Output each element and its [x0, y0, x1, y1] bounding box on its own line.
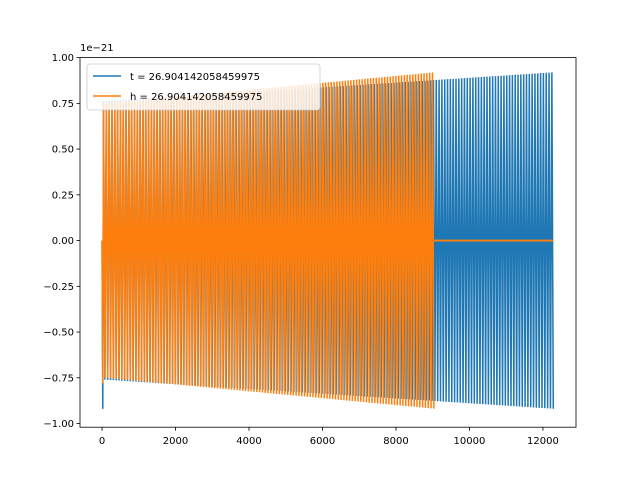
- plot-frame: [79, 57, 577, 428]
- legend-entry-label: h = 26.904142058459975: [130, 92, 262, 103]
- x-axis: 0 2000 4000 6000 8000 10000 12000: [99, 427, 559, 447]
- y-tick-label: 1.00: [52, 53, 74, 64]
- x-tick-label: 10000: [454, 436, 486, 447]
- y-tick-label: −0.75: [43, 373, 74, 384]
- y-tick-label: 0.75: [52, 99, 74, 110]
- y-tick-label: −0.25: [43, 282, 74, 293]
- x-tick-label: 8000: [383, 436, 408, 447]
- y-tick-label: −1.00: [43, 419, 74, 430]
- y-tick-label: 0.25: [52, 190, 74, 201]
- y-tick-label: 0.50: [52, 145, 74, 156]
- x-tick-label: 2000: [163, 436, 188, 447]
- series-layer: [101, 72, 555, 409]
- legend: t = 26.904142058459975 h = 26.90414205845…: [86, 63, 321, 111]
- y-offset-label: 1e−21: [80, 43, 114, 54]
- y-axis: −1.00 −0.75 −0.50 −0.25 0.00 0.25 0.50 0.75 1.00: [43, 53, 80, 430]
- y-tick-label: 0.00: [52, 236, 74, 247]
- x-tick-label: 12000: [527, 436, 559, 447]
- legend-box: [86, 63, 321, 111]
- x-tick-label: 0: [99, 436, 105, 447]
- x-tick-label: 4000: [236, 436, 261, 447]
- legend-entry-label: t = 26.904142058459975: [130, 72, 260, 83]
- x-tick-label: 6000: [310, 436, 335, 447]
- y-tick-label: −0.50: [43, 328, 74, 339]
